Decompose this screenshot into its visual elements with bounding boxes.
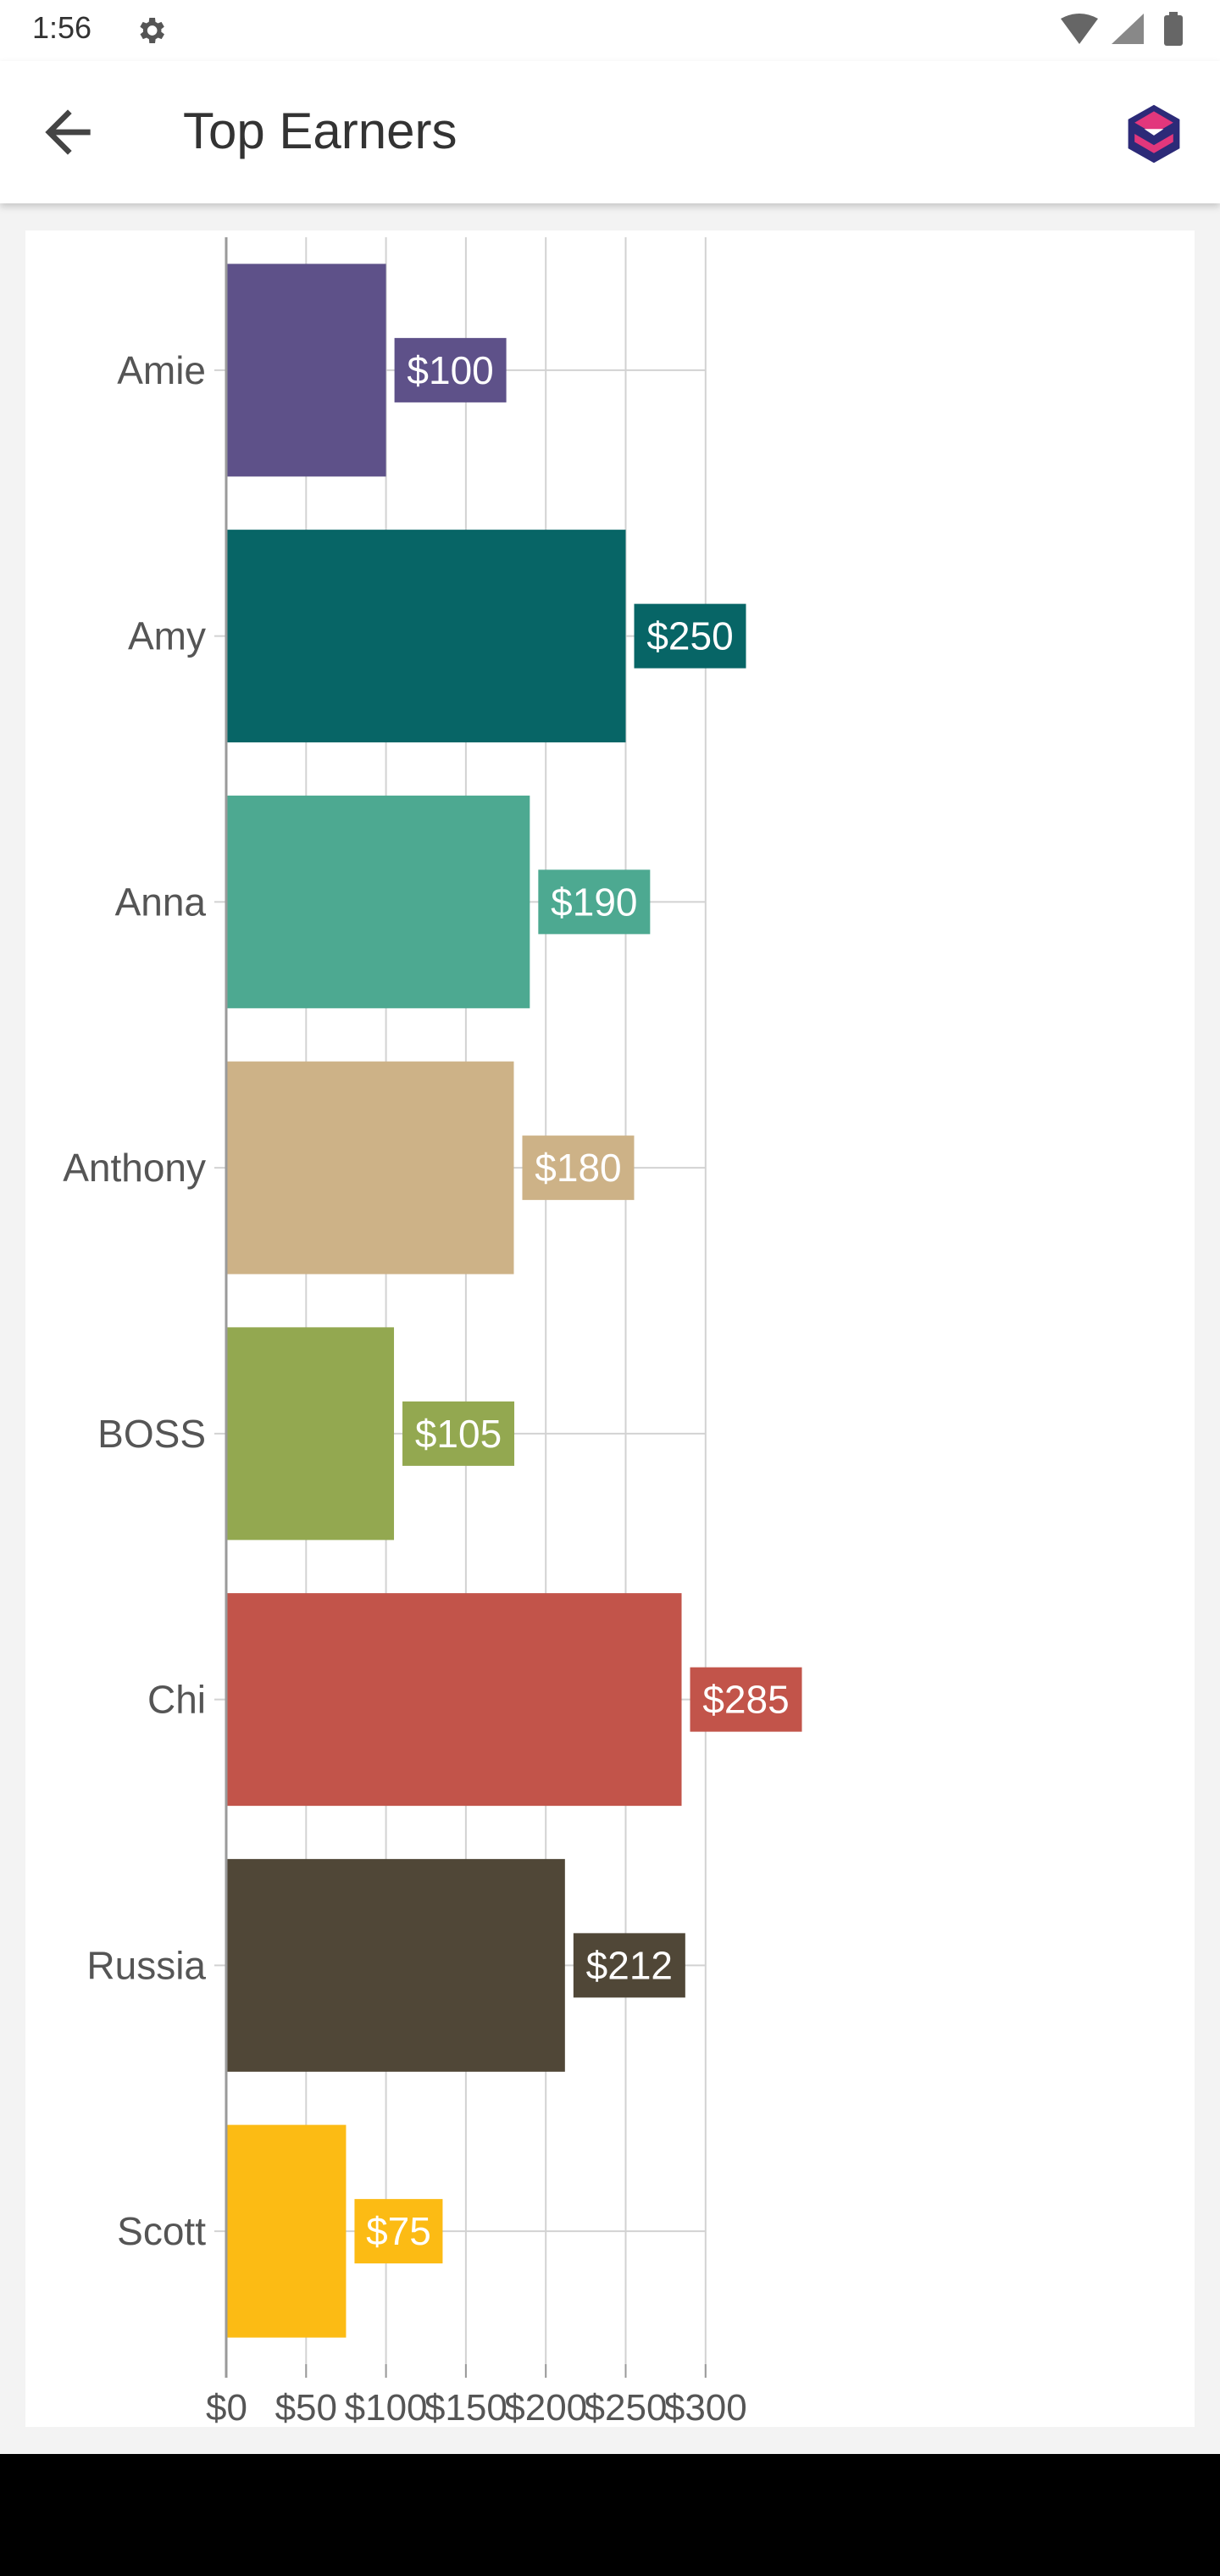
data-label: $180 — [522, 1135, 635, 1201]
status-bar: 1:56 — [0, 0, 1220, 61]
data-label-text: $105 — [415, 1412, 502, 1456]
data-label-bg — [394, 337, 507, 402]
data-label: $105 — [402, 1401, 515, 1466]
bar-amie[interactable] — [226, 264, 386, 477]
arrow-back-icon[interactable] — [34, 98, 102, 166]
battery-icon — [1164, 15, 1183, 46]
chart-card: $100 $250 $190 $180 $105 $285 $212 $75 $0 $50 $10… — [25, 230, 1195, 2427]
bar-russia[interactable] — [226, 1858, 565, 2072]
data-label-bg — [573, 1933, 685, 1998]
bar-anna[interactable] — [226, 795, 530, 1008]
y-tick-label: Chi — [147, 1678, 206, 1722]
y-tick-label: Amie — [117, 348, 206, 392]
signal-icon — [1112, 14, 1144, 44]
data-label-bg — [354, 2199, 443, 2264]
navigation-bar — [0, 2454, 1220, 2576]
bar-scott[interactable] — [226, 2124, 347, 2338]
x-tick-label: $50 — [275, 2387, 337, 2427]
x-tick-label: $0 — [206, 2387, 247, 2427]
x-tick-label: $250 — [585, 2387, 668, 2427]
x-tick-label: $100 — [345, 2387, 428, 2427]
data-label: $75 — [354, 2199, 443, 2264]
y-tick-label: Russia — [86, 1943, 206, 1987]
y-tick-label: Amy — [128, 614, 206, 658]
x-tick-label: $150 — [424, 2387, 507, 2427]
data-label: $190 — [538, 869, 651, 935]
data-label-text: $190 — [551, 880, 637, 924]
wifi-icon — [1061, 14, 1098, 44]
x-tick-label: $300 — [664, 2387, 747, 2427]
data-label-bg — [538, 869, 651, 935]
bar-chart: $100$250$190$180$105$285$212$75 $0 $50 $10… — [63, 237, 802, 2427]
data-label: $212 — [573, 1933, 685, 1998]
data-label-bg — [402, 1401, 515, 1466]
data-label-bg — [522, 1135, 635, 1201]
y-tick-label: Scott — [117, 2209, 206, 2253]
y-tick-label: BOSS — [97, 1412, 206, 1456]
content-area: $100 $250 $190 $180 $105 $285 $212 $75 $0 $50 $10… — [0, 203, 1220, 2454]
bar-anthony[interactable] — [226, 1061, 514, 1274]
app-logo-icon — [1128, 104, 1180, 164]
data-label-bg — [634, 603, 746, 669]
data-label: $285 — [690, 1667, 802, 1732]
data-label-text: $100 — [407, 348, 493, 392]
gear-icon — [140, 18, 164, 43]
data-label-text: $180 — [535, 1146, 621, 1190]
bar-amy[interactable] — [226, 530, 626, 743]
data-label-text: $250 — [646, 614, 733, 658]
data-label-text: $285 — [702, 1678, 789, 1722]
bar-boss[interactable] — [226, 1327, 395, 1541]
page-title: Top Earners — [183, 103, 458, 159]
app-bar: Top Earners — [0, 61, 1220, 203]
bar-chi[interactable] — [226, 1593, 682, 1807]
y-tick-label: Anthony — [63, 1146, 206, 1190]
data-label: $100 — [394, 337, 507, 402]
status-icons — [1061, 12, 1183, 46]
x-tick-label: $200 — [504, 2387, 587, 2427]
y-tick-label: Anna — [115, 880, 207, 924]
status-time: 1:56 — [32, 10, 92, 45]
data-label-text: $75 — [366, 2209, 431, 2253]
data-label-bg — [690, 1667, 802, 1732]
data-label-text: $212 — [586, 1943, 673, 1987]
data-label: $250 — [634, 603, 746, 669]
